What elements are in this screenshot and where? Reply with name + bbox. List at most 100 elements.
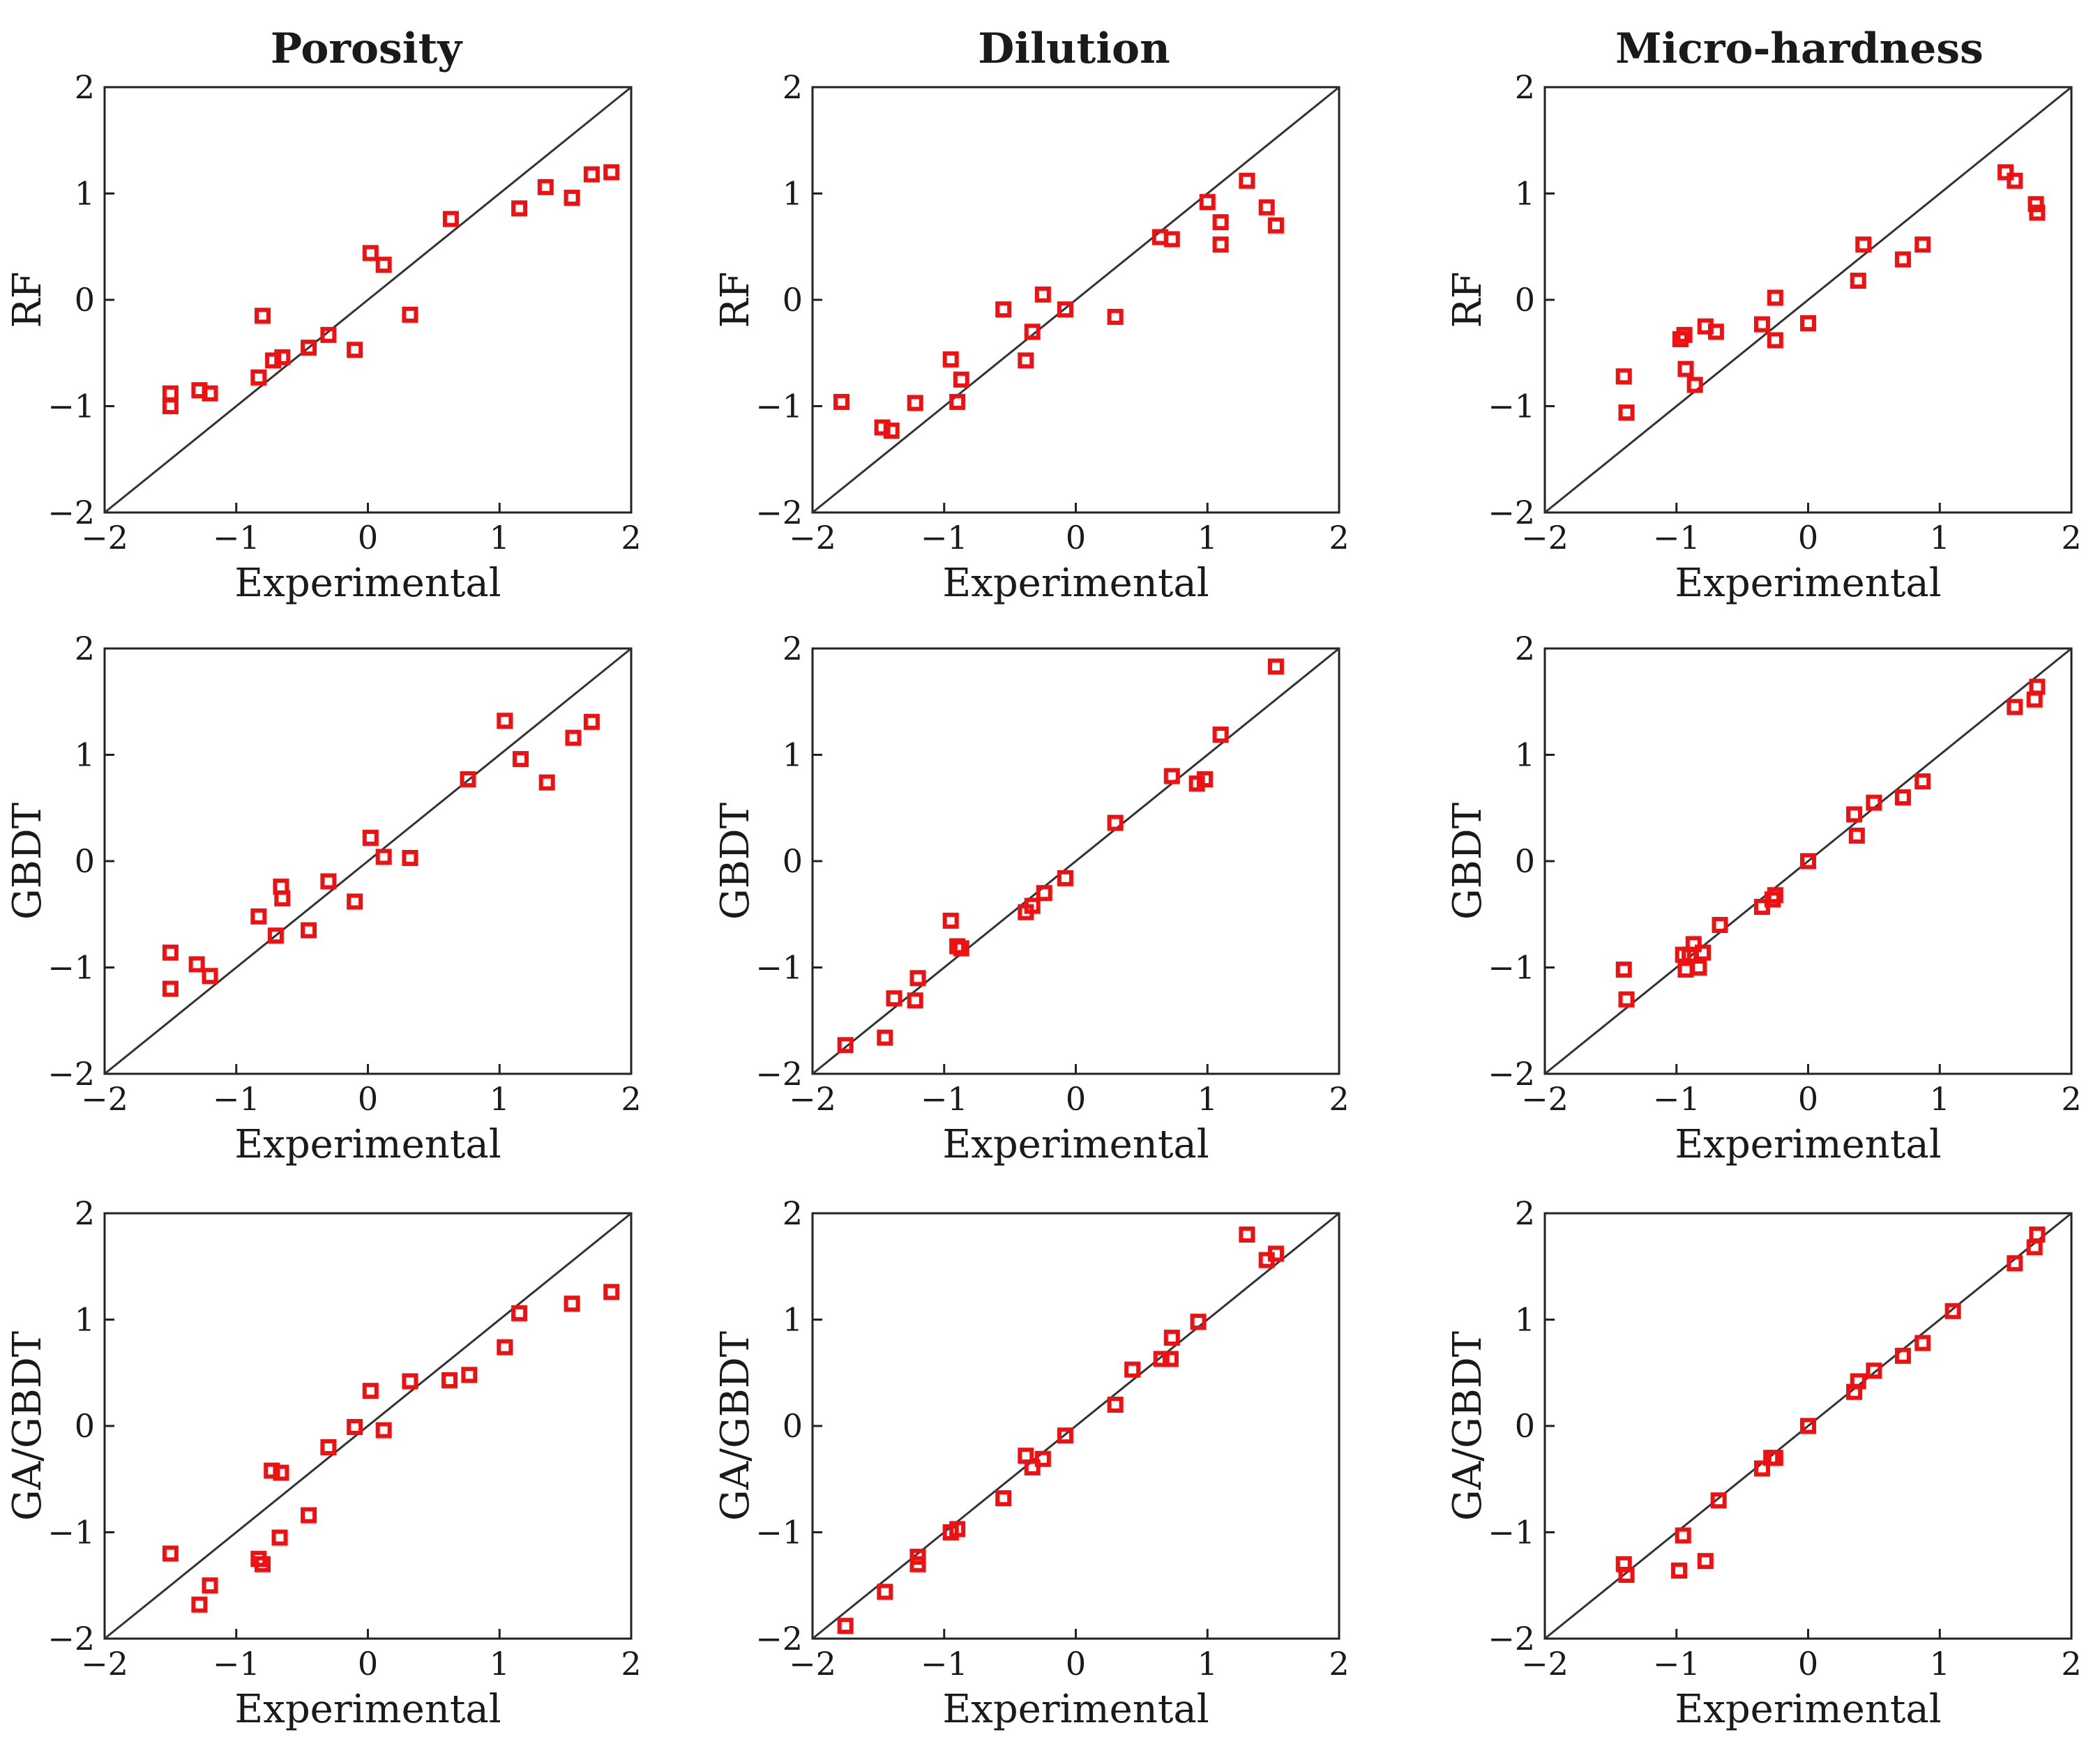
data-point bbox=[250, 908, 267, 925]
panel-gbdt-vs-dilution: −2 −1 0 1 2 −2 −1 0 1 2 Experimental GBDT bbox=[713, 630, 1350, 1167]
y-tick-label: −1 bbox=[1488, 949, 1535, 987]
data-point bbox=[1800, 853, 1816, 870]
data-point bbox=[1615, 368, 1632, 385]
x-tick-label: 2 bbox=[2061, 1080, 2081, 1118]
data-point bbox=[402, 306, 418, 323]
panel-gbdt-vs-micro-hardness: −2 −1 0 1 2 −2 −1 0 1 2 Experimental GBDT bbox=[1445, 630, 2082, 1167]
x-tick-label: −1 bbox=[1653, 519, 1700, 556]
data-point bbox=[362, 245, 379, 261]
data-point bbox=[833, 393, 850, 410]
column-title-micro-hardness: Micro-hardness bbox=[1615, 24, 1984, 73]
reference-line bbox=[104, 1212, 632, 1640]
x-tick-label: 1 bbox=[490, 1645, 510, 1683]
data-point bbox=[1618, 1567, 1635, 1583]
data-point bbox=[162, 944, 179, 961]
data-point bbox=[1686, 377, 1703, 393]
data-point bbox=[1057, 870, 1073, 886]
data-point bbox=[301, 922, 317, 939]
x-tick-label: −1 bbox=[921, 1645, 968, 1683]
data-point bbox=[2026, 1239, 2043, 1256]
data-point bbox=[1685, 936, 1702, 952]
data-point bbox=[1618, 991, 1635, 1008]
data-point bbox=[1615, 962, 1632, 978]
data-point bbox=[362, 1383, 379, 1399]
data-point bbox=[1767, 289, 1783, 306]
panel-ga-gbdt-vs-dilution: −2 −1 0 1 2 −2 −1 0 1 2 Experimental GA/GBDT bbox=[713, 1194, 1350, 1732]
data-point bbox=[949, 393, 966, 410]
data-point bbox=[202, 385, 218, 402]
data-point bbox=[1267, 217, 1284, 234]
x-tick-label: 0 bbox=[1798, 1645, 1818, 1683]
data-point bbox=[564, 1296, 580, 1312]
data-point bbox=[402, 1373, 418, 1390]
data-point bbox=[583, 166, 600, 183]
data-point bbox=[1944, 1303, 1961, 1319]
data-point bbox=[320, 326, 337, 343]
data-point bbox=[1212, 214, 1229, 231]
x-axis-label: Experimental bbox=[1675, 1122, 1941, 1167]
x-tick-label: 0 bbox=[358, 1080, 378, 1118]
data-point bbox=[877, 1029, 893, 1046]
y-tick-label: 2 bbox=[783, 630, 803, 667]
data-point bbox=[1850, 273, 1866, 289]
data-point bbox=[603, 1284, 620, 1300]
data-point bbox=[461, 1367, 478, 1383]
x-tick-label: 1 bbox=[1198, 1080, 1218, 1118]
data-point bbox=[274, 349, 291, 365]
x-tick-label: 1 bbox=[1930, 519, 1950, 556]
data-point bbox=[362, 829, 379, 846]
data-point bbox=[191, 1596, 208, 1613]
y-tick-label: 2 bbox=[75, 630, 95, 667]
data-point bbox=[1675, 1527, 1691, 1544]
data-point bbox=[1239, 172, 1255, 189]
data-point bbox=[1695, 944, 1711, 961]
data-point bbox=[1258, 199, 1275, 215]
data-point bbox=[1057, 1427, 1073, 1444]
y-tick-label: −1 bbox=[755, 949, 803, 987]
x-tick-label: −1 bbox=[921, 1080, 968, 1118]
data-point bbox=[162, 385, 179, 402]
data-point bbox=[1034, 1450, 1051, 1467]
panel-grid: −2 −1 0 1 2 −2 −1 0 1 2 Experimental RF −2 −1 0 1 2 −2 −1 0… bbox=[5, 68, 2082, 1732]
reference-line bbox=[812, 86, 1340, 514]
data-point bbox=[1767, 1450, 1783, 1466]
data-point bbox=[1153, 1351, 1170, 1367]
data-point bbox=[347, 342, 363, 358]
data-point bbox=[1162, 1351, 1179, 1367]
data-point bbox=[320, 873, 337, 890]
data-point bbox=[264, 1462, 280, 1479]
x-tick-label: 0 bbox=[358, 1645, 378, 1683]
data-point bbox=[2026, 691, 2043, 708]
y-axis-label: RF bbox=[713, 271, 758, 328]
data-point bbox=[1850, 1373, 1866, 1390]
data-point bbox=[511, 1305, 528, 1321]
x-tick-label: 1 bbox=[490, 1080, 510, 1118]
y-tick-label: 2 bbox=[1515, 1194, 1535, 1232]
data-point bbox=[909, 1556, 926, 1572]
data-point bbox=[1212, 236, 1229, 253]
y-tick-label: −2 bbox=[47, 1620, 95, 1657]
data-point bbox=[301, 340, 317, 356]
data-point bbox=[1618, 404, 1635, 421]
data-point bbox=[1712, 917, 1728, 933]
data-point bbox=[1914, 773, 1931, 790]
x-tick-label: 1 bbox=[1198, 1645, 1218, 1683]
y-axis-label: GA/GBDT bbox=[5, 1331, 50, 1521]
data-point bbox=[202, 1577, 218, 1594]
data-point bbox=[1107, 1397, 1124, 1413]
y-tick-label: 0 bbox=[1515, 281, 1535, 319]
data-point bbox=[995, 1490, 1012, 1507]
x-tick-label: −2 bbox=[1521, 1645, 1569, 1683]
y-axis-label: RF bbox=[1445, 271, 1490, 328]
y-tick-label: 2 bbox=[75, 1194, 95, 1232]
data-point bbox=[1997, 164, 2014, 181]
data-point bbox=[1267, 1245, 1284, 1262]
data-point bbox=[2007, 699, 2023, 715]
data-point bbox=[347, 1419, 363, 1436]
y-tick-label: 1 bbox=[75, 175, 95, 213]
data-point bbox=[497, 1339, 513, 1356]
x-tick-label: 2 bbox=[621, 1080, 641, 1118]
data-point bbox=[537, 179, 554, 195]
y-tick-label: 2 bbox=[783, 1194, 803, 1232]
y-tick-label: −1 bbox=[47, 388, 95, 425]
